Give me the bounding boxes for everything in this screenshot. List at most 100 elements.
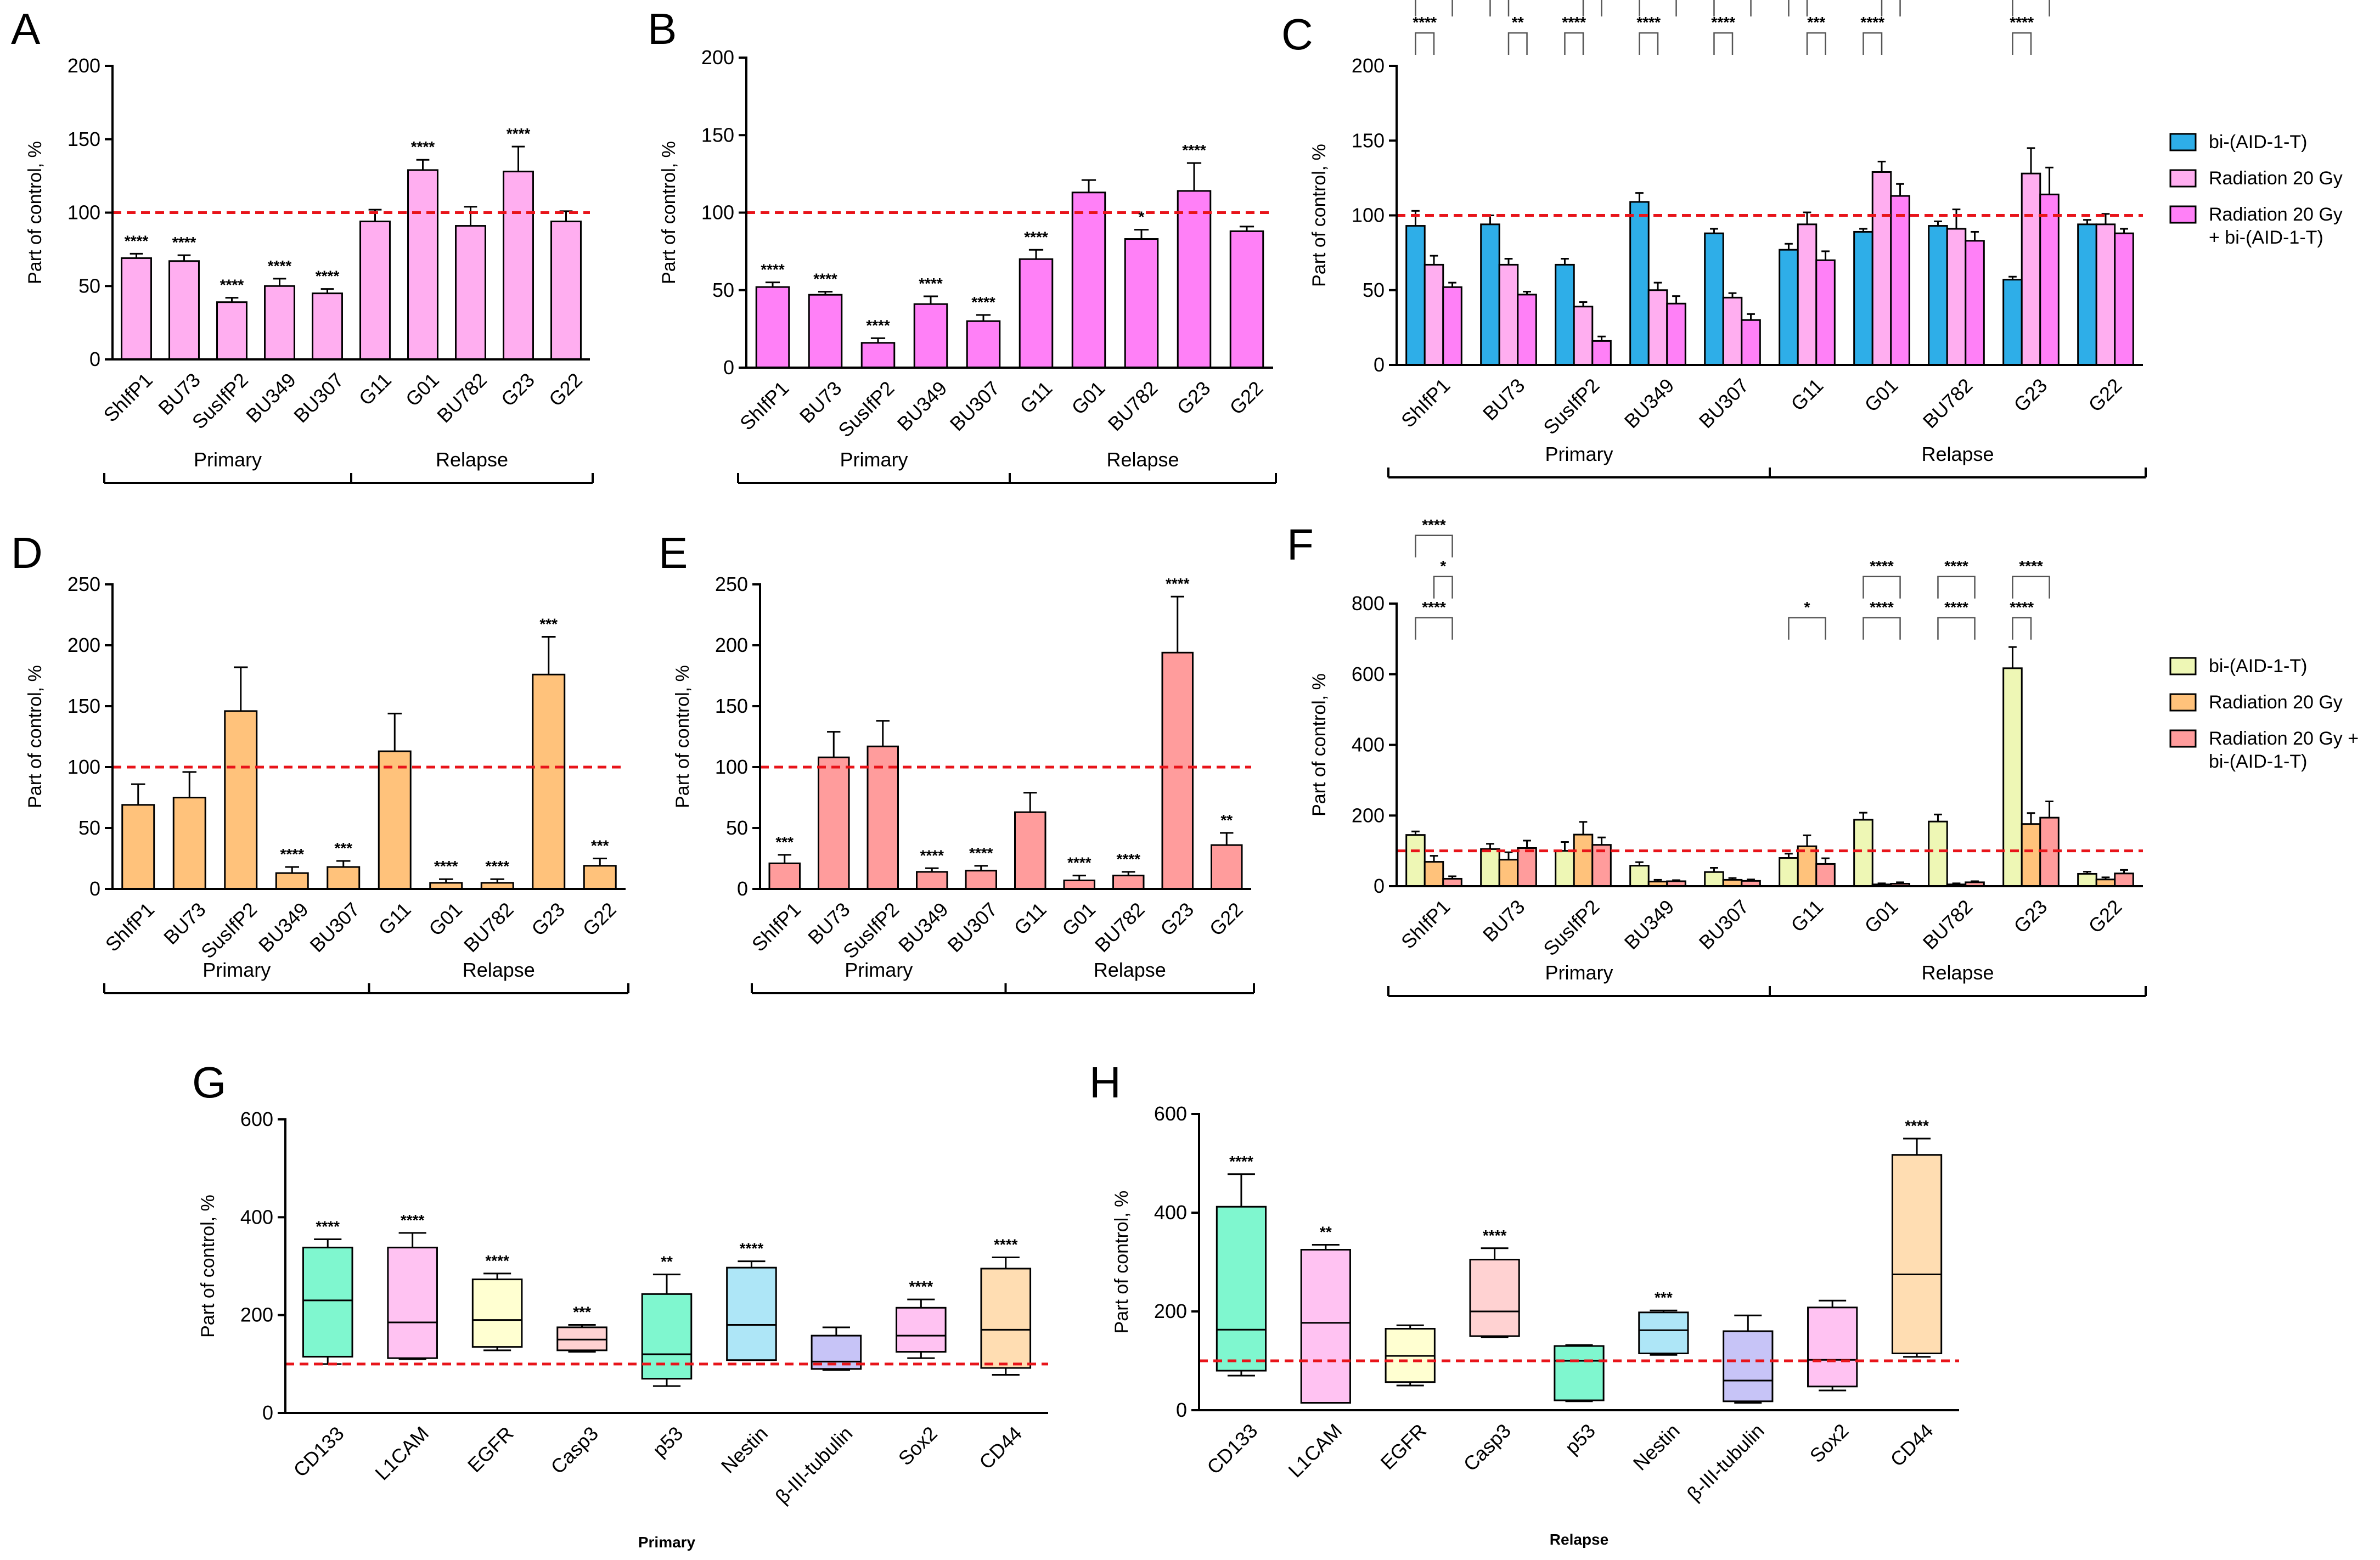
panel-c-xtick-label: BU73 [1478, 374, 1529, 425]
panel-e-significance: *** [775, 833, 794, 851]
panel-c-bar [1722, 296, 1743, 366]
panel-f-legend: bi-(AID-1-T) Radiation 20 Gy Radiation 20 … [2169, 656, 2359, 772]
panel-d-xtick-label: BU349 [254, 898, 313, 956]
panel-f-legend-label: bi-(AID-1-T) [2209, 656, 2307, 677]
panel-a-significance: **** [172, 234, 196, 251]
panel-f-ytick-label: 400 [1352, 734, 1385, 756]
panel-f-bracket-significance: **** [1944, 599, 1968, 616]
panel-c-bar [1573, 306, 1594, 366]
panel-d-bar [327, 866, 361, 890]
panel-d-xtick-label: BU307 [305, 898, 364, 956]
panel-e-ytick-label: 50 [726, 816, 748, 839]
panel-d: 0 50 100 150 200 250 Part of control, % D ShIfP1… [11, 528, 629, 994]
panel-d-xtick-label: SusIfP2 [196, 898, 261, 962]
panel-g-significance: ** [661, 1253, 673, 1270]
panel-f-xtick-label: G11 [1786, 895, 1827, 936]
panel-f-bar [1573, 833, 1594, 887]
panel-e-significance: **** [920, 847, 944, 864]
panel-f-bar [2114, 872, 2134, 887]
panel-d-group-label: Primary [202, 959, 271, 981]
panel-a-xtick-label: G11 [355, 368, 396, 409]
panel-b-bar [755, 286, 790, 369]
panel-c-bracket-significance: *** [1807, 14, 1825, 31]
panel-c-comparison-bracket [1639, 32, 1659, 55]
panel-c-bar [1853, 230, 1873, 366]
panel-d-significance: **** [434, 858, 458, 875]
panel-b-significance: **** [919, 275, 943, 292]
panel-g-xtick-label: EGFR [463, 1422, 518, 1477]
panel-e-panel-label: E [659, 528, 688, 577]
panel-e-ytick-label: 200 [715, 634, 748, 656]
panel-h-xtick-label: EGFR [1376, 1419, 1431, 1474]
panel-c-bar [1928, 225, 1948, 366]
panel-d-xtick-label: G01 [424, 898, 466, 940]
panel-e-bar [1211, 844, 1243, 890]
panel-c-bar [1629, 201, 1650, 366]
panel-c-comparison-bracket [1863, 32, 1883, 55]
panel-c-bar [1797, 223, 1818, 366]
panel-c-comparison-bracket [2012, 0, 2050, 16]
panel-a-xtick-label: G01 [401, 368, 443, 410]
panel-b-bar [913, 303, 948, 369]
panel-f-xtick-label: BU349 [1620, 895, 1679, 954]
panel-c-bracket-significance: **** [1413, 14, 1437, 31]
panel-g-box [896, 1306, 947, 1353]
panel-d-panel-label: D [11, 528, 43, 577]
panel-c-comparison-bracket [1489, 0, 1510, 16]
panel-h-box [1891, 1154, 1943, 1354]
panel-d-xtick-label: G23 [527, 898, 569, 940]
panel-g-significance: **** [740, 1240, 764, 1257]
panel-f-ytick-label: 0 [1374, 875, 1385, 897]
panel-b-bar [966, 320, 1001, 369]
panel-a-xtick-label: ShIfP1 [99, 368, 157, 426]
panel-e: 0 50 100 150 200 250 Part of control, % E ShIfP1… [659, 528, 1255, 994]
panel-h-box [1554, 1345, 1605, 1401]
panel-e-ytick-label: 250 [715, 573, 748, 595]
panel-c-xtick-label: BU782 [1918, 374, 1977, 432]
panel-c-ytick-label: 50 [1363, 279, 1385, 301]
panel-d-significance: *** [334, 840, 352, 857]
panel-e-xtick-label: SusIfP2 [839, 898, 903, 962]
panel-c-bar [1498, 263, 1519, 366]
panel-e-bar [916, 871, 948, 890]
panel-b-significance: **** [971, 294, 995, 311]
panel-f-comparison-bracket [1863, 617, 1901, 640]
panel-h-xlabel: Relapse [1550, 1531, 1608, 1548]
panel-f-comparison-bracket [1937, 617, 1976, 640]
panel-d-significance: *** [591, 837, 609, 854]
panel-b-xtick-label: G11 [1015, 376, 1056, 418]
panel-f-xtick-label: G01 [1860, 895, 1902, 937]
panel-d-ylabel: Part of control, % [25, 665, 46, 808]
panel-g-xtick-label: CD133 [289, 1422, 348, 1481]
panel-h-box [1216, 1206, 1267, 1372]
panel-a-panel-label: A [11, 4, 41, 53]
panel-h-xtick-label: p53 [1561, 1419, 1600, 1458]
panel-a-xtick-label: BU349 [241, 368, 300, 427]
panel-g-xlabel: Primary [638, 1534, 696, 1551]
panel-f-xtick-label: BU73 [1478, 895, 1529, 946]
panel-g-xtick-label: p53 [648, 1422, 687, 1461]
panel-f-legend-label: bi-(AID-1-T) [2209, 751, 2307, 772]
panel-b-xtick-label: G23 [1172, 376, 1214, 419]
panel-c-bracket-significance: **** [1562, 14, 1586, 31]
panel-d-xtick-label: G11 [374, 898, 415, 939]
panel-h-xtick-label: L1CAM [1284, 1419, 1346, 1482]
panel-g-xtick-label: L1CAM [370, 1422, 433, 1484]
panel-f-comparison-bracket [1937, 576, 1976, 599]
panel-f-xtick-label: G23 [2009, 895, 2051, 937]
panel-e-xtick-label: BU307 [943, 898, 1001, 956]
panel-c-xtick-label: G01 [1860, 374, 1902, 416]
panel-f-bracket-significance: **** [1870, 599, 1894, 616]
panel-f-group-label: Primary [1545, 961, 1613, 984]
panel-f-legend-swatch [2169, 729, 2197, 748]
panel-c-xtick-label: BU349 [1620, 374, 1679, 432]
panel-f-xtick-label: ShIfP1 [1397, 895, 1454, 953]
panel-d-ytick-label: 150 [67, 695, 100, 717]
panel-g-significance: **** [316, 1218, 340, 1235]
panel-c-ylabel: Part of control, % [1309, 144, 1330, 287]
panel-b-bar [1124, 238, 1159, 369]
panel-f-bracket-significance: **** [2019, 557, 2043, 575]
panel-a-ytick-label: 150 [67, 128, 100, 150]
panel-h-box [1723, 1330, 1774, 1403]
